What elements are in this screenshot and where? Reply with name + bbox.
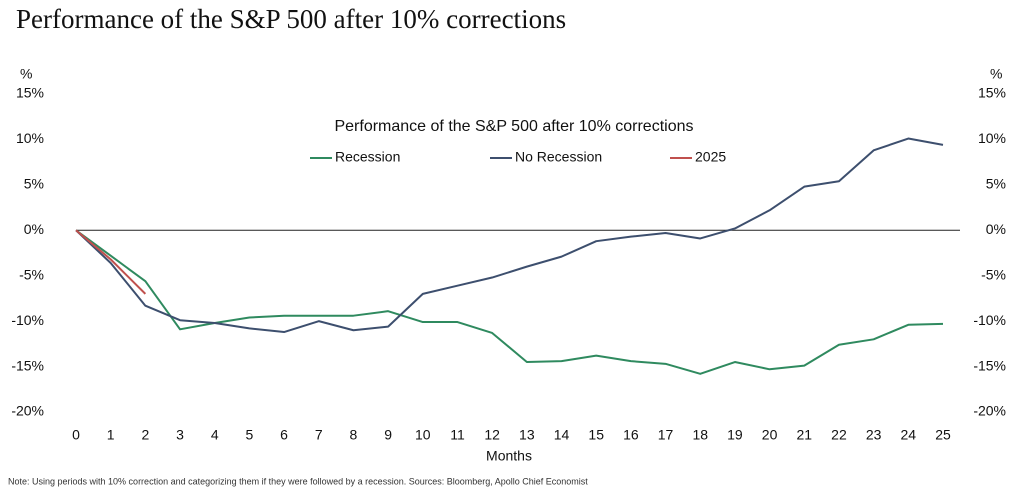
x-tick-label: 23: [866, 427, 882, 443]
x-tick-label: 4: [211, 427, 219, 443]
x-tick-label: 11: [450, 427, 465, 443]
x-tick-label: 6: [280, 427, 288, 443]
x-tick-label: 24: [901, 427, 917, 443]
y-tick-label: -20%: [11, 403, 44, 419]
x-tick-label: 2: [141, 427, 149, 443]
y2-tick-label: -15%: [973, 357, 1006, 373]
y-tick-label: 0%: [24, 221, 44, 237]
legend-label: 2025: [695, 149, 726, 165]
y2-tick-label: 10%: [978, 130, 1006, 146]
x-tick-label: 21: [796, 427, 812, 443]
footnote: Note: Using periods with 10% correction …: [8, 476, 588, 486]
x-tick-label: 0: [72, 427, 80, 443]
x-tick-label: 20: [762, 427, 778, 443]
series-line: [75, 229, 944, 375]
x-tick-label: 8: [350, 427, 358, 443]
y-unit: %: [20, 66, 32, 82]
x-tick-label: 12: [484, 427, 500, 443]
x-tick-label: 15: [588, 427, 604, 443]
y2-tick-label: 0%: [986, 221, 1006, 237]
y-tick-label: 15%: [16, 85, 44, 101]
x-tick-label: 3: [176, 427, 184, 443]
x-tick-label: 17: [658, 427, 674, 443]
y2-tick-label: -10%: [973, 312, 1006, 328]
x-tick-label: 13: [519, 427, 535, 443]
chart-subtitle: Performance of the S&P 500 after 10% cor…: [334, 118, 693, 135]
x-tick-label: 14: [554, 427, 570, 443]
legend-label: Recession: [335, 149, 400, 165]
x-tick-label: 18: [692, 427, 708, 443]
chart-title: Performance of the S&P 500 after 10% cor…: [16, 4, 566, 34]
x-axis-label: Months: [486, 448, 532, 464]
y2-tick-label: -5%: [981, 266, 1006, 282]
y-tick-label: -15%: [11, 357, 44, 373]
y2-tick-label: -20%: [973, 403, 1006, 419]
series-line: [75, 137, 944, 334]
x-tick-label: 7: [315, 427, 323, 443]
y2-tick-label: 5%: [986, 176, 1006, 192]
x-tick-label: 25: [935, 427, 951, 443]
y2-tick-label: 15%: [978, 85, 1006, 101]
x-tick-label: 19: [727, 427, 743, 443]
x-tick-label: 1: [107, 427, 115, 443]
legend-label: No Recession: [515, 149, 602, 165]
series-line: [75, 229, 147, 295]
y-tick-label: -10%: [11, 312, 44, 328]
x-tick-label: 10: [415, 427, 431, 443]
x-tick-label: 22: [831, 427, 847, 443]
x-tick-label: 16: [623, 427, 639, 443]
y-tick-label: 10%: [16, 130, 44, 146]
y2-unit: %: [990, 66, 1002, 82]
x-tick-label: 9: [384, 427, 392, 443]
y-tick-label: 5%: [24, 176, 44, 192]
x-tick-label: 5: [246, 427, 254, 443]
y-tick-label: -5%: [19, 266, 44, 282]
